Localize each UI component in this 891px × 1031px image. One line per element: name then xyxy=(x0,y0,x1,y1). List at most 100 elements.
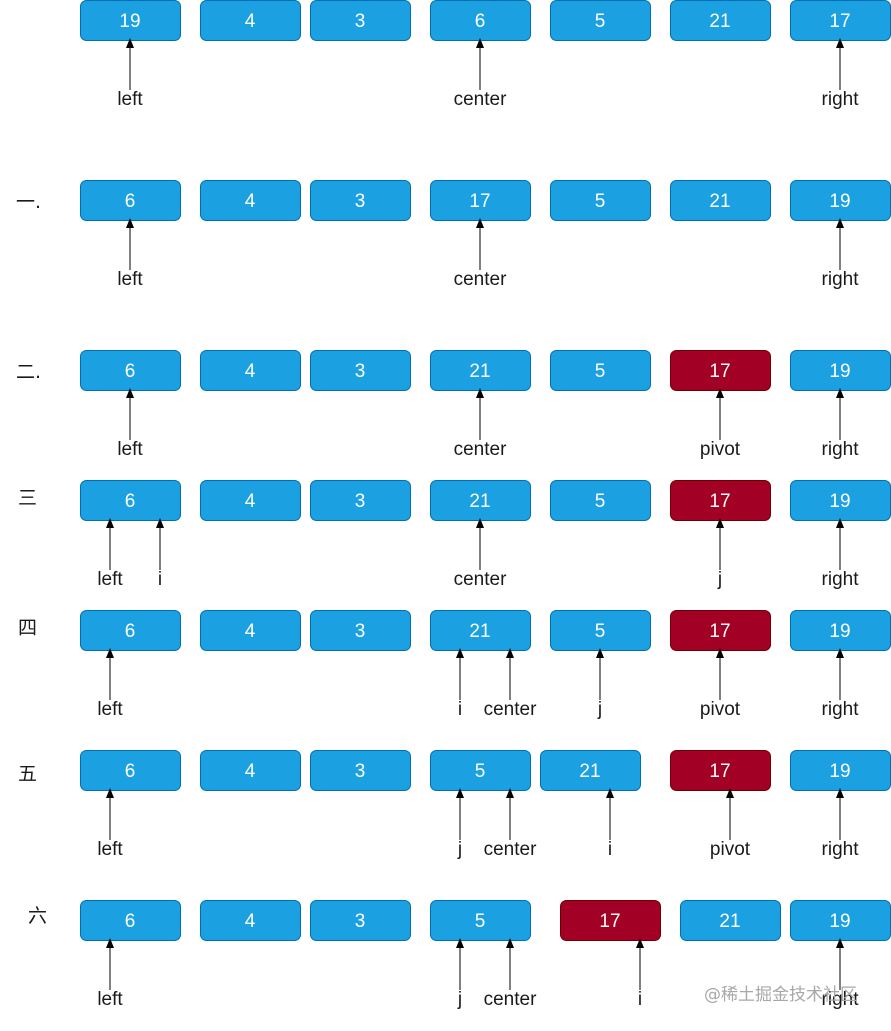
cell-box xyxy=(430,610,531,651)
cell-box xyxy=(80,750,181,791)
pointer-label: j xyxy=(457,839,462,860)
step-label: 四 xyxy=(18,617,37,639)
cell-box xyxy=(310,610,411,651)
cell-value: 3 xyxy=(355,491,366,512)
cell-value: 19 xyxy=(119,11,140,32)
cell-box xyxy=(310,180,411,221)
step-row: 四 6 4 3 21 5 17 19 left i center j pivot right xyxy=(18,610,891,720)
pointer-center: center xyxy=(484,938,537,1010)
cell-value: 5 xyxy=(595,491,606,512)
pointer-label: right xyxy=(822,269,860,290)
cell-box xyxy=(200,610,301,651)
array-cell: 21 xyxy=(680,900,781,941)
step-row: 一. 6 4 3 17 5 21 19 left center right xyxy=(16,180,891,290)
cell-box xyxy=(200,0,301,41)
cell-box xyxy=(200,480,301,521)
cell-value: 6 xyxy=(125,911,136,932)
pointer-label: left xyxy=(117,439,143,460)
array-cell: 6 xyxy=(80,610,181,651)
cell-box xyxy=(310,750,411,791)
pointer-label: j xyxy=(457,989,462,1010)
step-label: 五 xyxy=(18,763,37,785)
cell-box xyxy=(200,900,301,941)
cell-value: 4 xyxy=(245,491,256,512)
array-cell: 3 xyxy=(310,180,411,221)
cell-value: 5 xyxy=(475,911,486,932)
cell-value: 17 xyxy=(709,491,730,512)
array-cell: 19 xyxy=(790,610,891,651)
array-cell: 5 xyxy=(430,750,531,791)
cell-box xyxy=(550,350,651,391)
cell-value: 5 xyxy=(595,191,606,212)
array-cell: 17 xyxy=(790,0,891,41)
cell-value: 3 xyxy=(355,361,366,382)
array-cell: 19 xyxy=(790,350,891,391)
pointer-j: j xyxy=(456,938,464,1010)
cell-value: 19 xyxy=(829,491,850,512)
array-cell: 17 xyxy=(430,180,531,221)
pointer-label: i xyxy=(458,699,462,720)
pointer-i: i xyxy=(156,518,164,590)
pointer-label: center xyxy=(484,989,537,1010)
cell-value: 21 xyxy=(719,911,740,932)
cell-box xyxy=(670,750,771,791)
array-cell: 5 xyxy=(550,350,651,391)
array-cell: 4 xyxy=(200,180,301,221)
cell-box xyxy=(550,480,651,521)
step-row: 19 4 3 6 5 21 17 left center right xyxy=(80,0,891,110)
pointer-j: j xyxy=(456,788,464,860)
step-row: 二. 6 4 3 21 5 17 19 left center pivot right xyxy=(16,350,891,460)
array-cell-pivot: 17 xyxy=(670,480,771,521)
array-cell: 21 xyxy=(670,0,771,41)
cell-value: 4 xyxy=(245,361,256,382)
array-cell: 5 xyxy=(550,480,651,521)
cell-box xyxy=(200,750,301,791)
pointer-left: left xyxy=(97,518,123,590)
array-cell: 3 xyxy=(310,610,411,651)
cell-value: 5 xyxy=(595,361,606,382)
pointer-right: right xyxy=(822,218,860,290)
cell-box xyxy=(670,180,771,221)
pointer-pivot: pivot xyxy=(710,788,751,860)
array-cell: 6 xyxy=(80,480,181,521)
cell-value: 3 xyxy=(355,761,366,782)
cell-box xyxy=(80,900,181,941)
pointer-label: right xyxy=(822,439,860,460)
array-cell: 4 xyxy=(200,610,301,651)
pointer-label: j xyxy=(717,569,722,590)
pointer-left: left xyxy=(97,648,123,720)
cell-value: 3 xyxy=(355,621,366,642)
cell-value: 19 xyxy=(829,191,850,212)
cell-value: 17 xyxy=(829,11,850,32)
cell-value: 21 xyxy=(709,191,730,212)
array-cell-pivot: 17 xyxy=(670,610,771,651)
array-cell: 19 xyxy=(790,750,891,791)
array-cell: 3 xyxy=(310,750,411,791)
cell-value: 6 xyxy=(475,11,486,32)
pointer-label: center xyxy=(454,439,507,460)
cell-box xyxy=(430,750,531,791)
array-cell-pivot: 17 xyxy=(670,750,771,791)
cell-box xyxy=(200,350,301,391)
pointer-pivot: pivot xyxy=(700,388,741,460)
pointer-right: right xyxy=(822,518,859,590)
cell-value: 21 xyxy=(469,621,490,642)
pointer-center: center xyxy=(454,518,507,590)
pointer-label: center xyxy=(454,269,507,290)
pointer-label: center xyxy=(454,569,507,590)
pointer-label: left xyxy=(97,699,123,720)
pointer-i: i xyxy=(636,938,644,1010)
pointer-label: pivot xyxy=(710,839,751,860)
cell-box xyxy=(430,900,531,941)
array-cell: 6 xyxy=(80,750,181,791)
array-cell: 21 xyxy=(430,350,531,391)
pointer-label: left xyxy=(97,569,123,590)
array-cell: 4 xyxy=(200,350,301,391)
cell-value: 3 xyxy=(355,191,366,212)
cell-value: 6 xyxy=(125,761,136,782)
cell-box xyxy=(310,900,411,941)
cell-value: 4 xyxy=(245,761,256,782)
pointer-left: left xyxy=(117,218,143,290)
pointer-right: right xyxy=(822,388,860,460)
array-cell: 19 xyxy=(790,900,891,941)
